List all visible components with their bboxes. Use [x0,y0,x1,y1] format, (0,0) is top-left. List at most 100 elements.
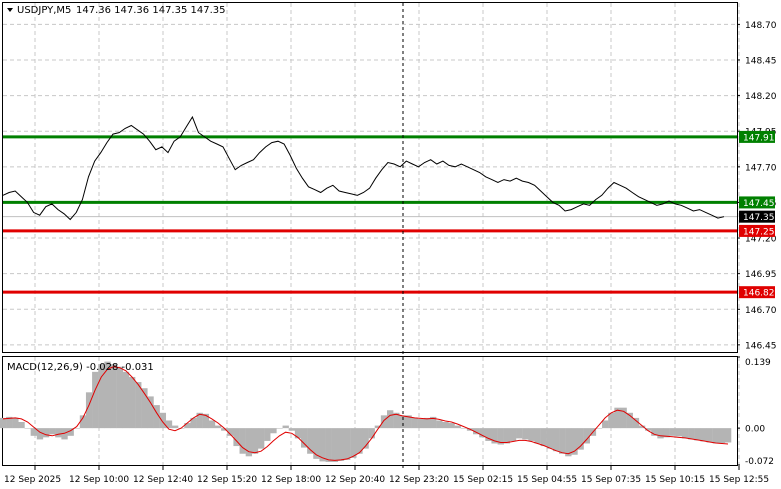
time-tick-label: 15 Sep 02:15 [453,475,513,485]
macd-bar [233,428,240,447]
macd-bar [681,428,689,439]
macd-bar [0,417,7,429]
macd-bar [546,428,554,449]
macd-bar [362,428,369,449]
macd-bar [577,428,584,450]
level-price-label: 147.91 [743,133,775,143]
time-tick-label: 12 Sep 18:00 [261,475,321,485]
macd-bar [276,428,283,429]
macd-bar [430,416,437,429]
macd-bar [417,418,425,429]
macd-bar [325,428,332,462]
macd-bar [436,420,443,429]
macd-bar [12,417,19,429]
time-tick-label: 12 Sep 23:20 [389,475,449,485]
price-line [2,115,725,221]
macd-bar [356,428,363,454]
time-tick-label: 12 Sep 10:00 [69,475,129,485]
macd-bar [608,412,615,429]
macd-bar [147,396,154,429]
horizontal-levels[interactable] [3,135,737,294]
macd-bar [411,417,418,429]
macd-bar [208,420,216,429]
level-price-tag [739,196,775,209]
macd-bar [387,410,394,429]
macd-bar [18,422,25,429]
macd-bar [516,428,523,439]
macd-bar [583,428,590,444]
macd-bar [552,428,560,452]
macd-bar [85,392,93,429]
macd-bar [374,425,382,429]
macd-label: MACD(12,26,9) -0.028 -0.031 [7,362,154,373]
macd-histogram [0,361,732,462]
macd-bar [190,417,197,429]
macd-bar [479,428,486,438]
macd-bar [135,382,142,429]
macd-bar [509,428,517,441]
macd-bar [571,428,578,455]
macd-bar [153,405,160,429]
macd-bar [626,412,633,429]
time-tick-label: 12 Sep 15:20 [197,475,257,485]
time-tick-label: 12 Sep 2025 [4,475,61,485]
macd-bar [294,428,302,439]
time-tick-label: 12 Sep 12:40 [133,475,193,485]
current-price-tag [739,210,775,223]
macd-bar [718,428,726,443]
macd-bar [110,364,117,429]
macd-bar [343,428,351,460]
macd-bar [614,407,621,429]
time-tick-label: 15 Sep 10:15 [645,475,705,485]
macd-bar [104,361,111,429]
macd-pane[interactable] [2,356,738,466]
macd-bar [503,428,511,444]
macd-bar [307,428,314,454]
macd-bar [368,428,375,439]
time-tick-label: 12 Sep 20:40 [325,475,385,485]
macd-bar [620,407,627,429]
macd-bar [491,428,498,444]
price-tick-label: 146.95 [745,270,777,280]
macd-bar [442,422,449,429]
macd-bar [251,428,259,454]
macd-bar [128,376,136,429]
price-tick-label: 148.45 [745,56,777,66]
time-tick-label: 15 Sep 12:55 [709,475,769,485]
macd-bar [264,428,271,441]
price-pane[interactable] [2,2,738,353]
time-tick-label: 15 Sep 07:35 [581,475,641,485]
macd-bar [380,415,388,429]
macd-bar [6,416,13,429]
level-price-label: 146.82 [743,289,775,299]
macd-bar [534,428,541,444]
macd-bar [300,428,308,448]
macd-bar [405,415,412,429]
macd-bar [221,428,228,431]
macd-bar [331,428,339,462]
macd-bar [313,428,320,459]
macd-bar [694,428,701,441]
macd-bar [202,413,210,429]
macd-bar [540,428,547,447]
price-tick-label: 146.45 [745,341,777,351]
macd-bar [257,428,265,449]
macd-bar [393,412,400,429]
macd-bar [73,428,81,429]
macd-bar [565,428,572,457]
chart-menu-triangle-icon[interactable] [7,8,13,12]
macd-bar [196,412,203,429]
macd-axis: 0.139 0.00 -0.072 [737,356,774,467]
macd-bar [485,428,492,441]
macd-bar [645,428,652,431]
macd-bar [171,425,179,429]
macd-bar [602,420,609,429]
macd-bar [141,388,148,429]
price-tick-label: 147.20 [745,235,777,245]
macd-bar [706,428,713,443]
macd-bar [638,425,646,429]
macd-bar [350,428,357,458]
ohlc-values: 147.36 147.36 147.35 147.35 [76,5,226,16]
macd-bar [675,428,683,437]
